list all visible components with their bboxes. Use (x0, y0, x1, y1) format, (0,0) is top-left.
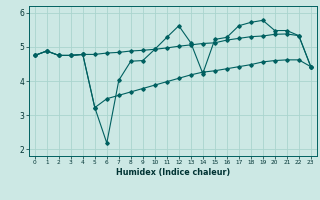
X-axis label: Humidex (Indice chaleur): Humidex (Indice chaleur) (116, 168, 230, 177)
